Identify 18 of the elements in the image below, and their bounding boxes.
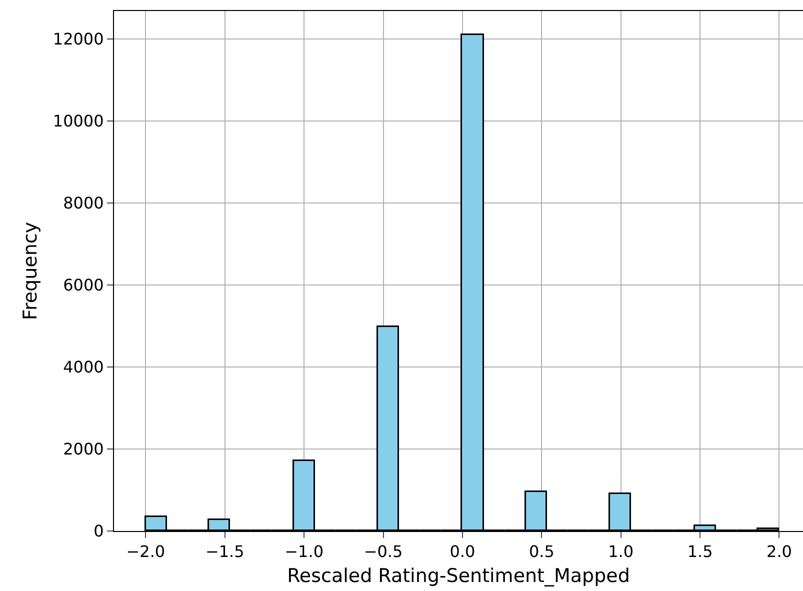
x-tick-label: −1.0	[284, 542, 324, 562]
x-tick-label: −0.5	[364, 542, 403, 562]
y-tick-label: 10000	[52, 112, 104, 131]
x-tick-label: −1.5	[205, 542, 244, 562]
x-tick-label: 0.0	[450, 542, 476, 562]
x-tick-label: 1.0	[608, 542, 634, 562]
y-tick-label: 6000	[63, 276, 104, 295]
y-tick-label: 12000	[52, 29, 104, 48]
y-tick-label: 8000	[63, 194, 104, 213]
y-tick-label: 2000	[63, 440, 104, 459]
y-tick-label: 4000	[63, 358, 104, 377]
x-tick-label: 1.5	[687, 542, 713, 562]
y-tick-label: 0	[94, 522, 104, 541]
y-axis-title: Frequency	[20, 222, 42, 320]
x-tick-label: 0.5	[528, 542, 554, 562]
x-tick-label: −2.0	[126, 542, 166, 562]
x-tick-label: 2.0	[766, 542, 792, 562]
x-axis-title: Rescaled Rating-Sentiment_Mapped	[287, 565, 630, 587]
